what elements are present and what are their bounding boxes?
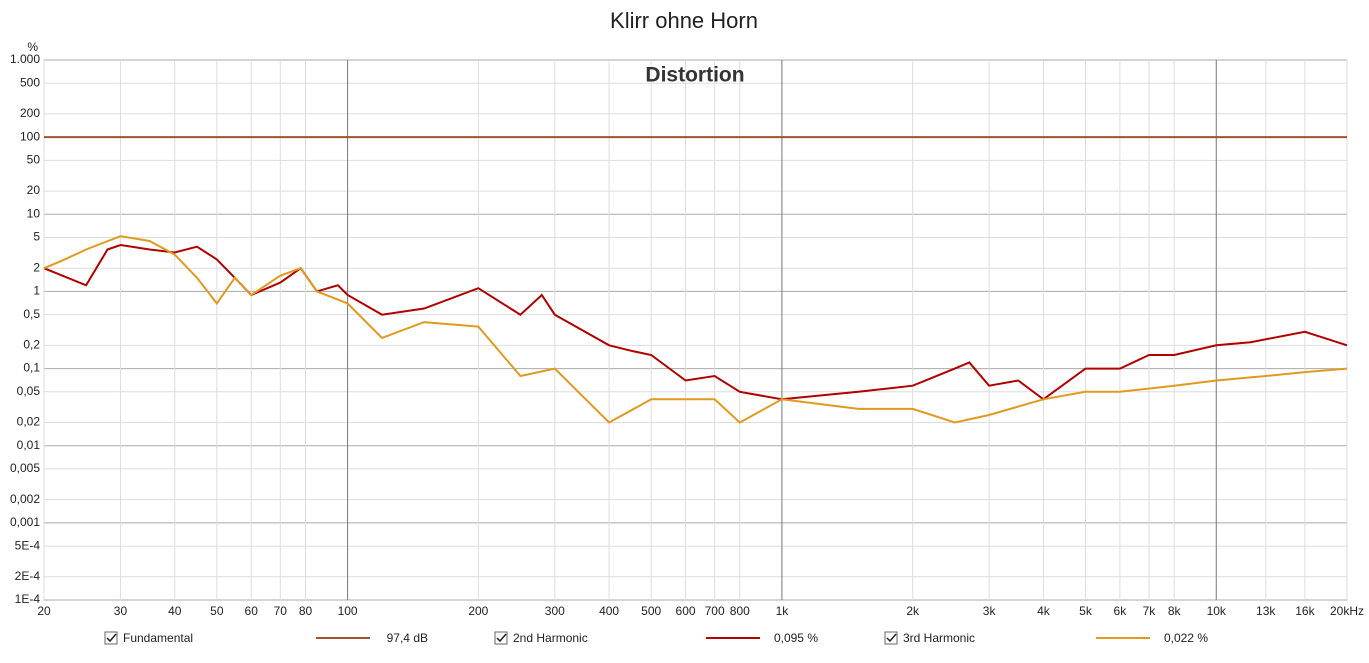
y-tick-label: 0,001	[10, 515, 40, 529]
check	[886, 633, 897, 643]
x-tick-label: 13k	[1256, 604, 1276, 618]
checkbox[interactable]	[494, 631, 508, 645]
series-line	[43, 235, 1348, 424]
y-tick-label: 2	[33, 260, 40, 274]
x-tick-label: 60	[245, 604, 259, 618]
x-tick-label: 100	[338, 604, 358, 618]
y-tick-label: 5E-4	[15, 538, 41, 552]
checkbox[interactable]	[884, 631, 898, 645]
check	[106, 633, 117, 643]
y-tick-label: 2E-4	[15, 569, 41, 583]
y-tick-label: 0,2	[23, 338, 40, 352]
y-tick-label: 500	[20, 75, 40, 89]
y-tick-label: 50	[27, 153, 41, 167]
x-tick-label: 70	[274, 604, 288, 618]
plot-area	[43, 59, 1348, 601]
x-tick-label: 8k	[1168, 604, 1182, 618]
x-tick-label: 20	[37, 604, 51, 618]
x-tick-label: 6k	[1114, 604, 1128, 618]
y-tick-label: 0,002	[10, 492, 40, 506]
y-tick-label: 5	[33, 230, 40, 244]
legend-label: Fundamental	[123, 631, 193, 645]
legend-readout: 0,022 %	[1164, 631, 1208, 645]
x-tick-label: 10k	[1207, 604, 1227, 618]
legend-label: 2nd Harmonic	[513, 631, 588, 645]
y-tick-label: 1	[33, 284, 40, 298]
x-tick-label: 600	[676, 604, 696, 618]
x-tick-label: 300	[545, 604, 565, 618]
x-tick-label: 16k	[1295, 604, 1315, 618]
y-tick-label: 0,1	[23, 361, 40, 375]
x-tick-label: 1k	[776, 604, 790, 618]
plot-title: Distortion	[645, 64, 744, 87]
y-tick-label: 0,01	[17, 438, 41, 452]
legend: Fundamental 97,4 dB 2nd Harmonic 0,095 % 3rd…	[104, 631, 1208, 645]
x-tick-label: 800	[730, 604, 750, 618]
series-line	[43, 243, 1348, 401]
x-tick-label: 80	[299, 604, 313, 618]
x-tick-label: 4k	[1037, 604, 1051, 618]
y-tick-label: 1.000	[10, 52, 40, 66]
legend-readout: 97,4 dB	[387, 631, 428, 645]
x-tick-label: 20kHz	[1330, 604, 1364, 618]
y-tick-label: 20	[27, 183, 41, 197]
legend-readout: 0,095 %	[774, 631, 818, 645]
x-tick-label: 700	[705, 604, 725, 618]
y-tick-label: 200	[20, 106, 40, 120]
y-tick-label: 0,5	[23, 307, 40, 321]
y-tick-label: 10	[27, 206, 41, 220]
y-unit: %	[27, 40, 38, 54]
x-tick-label: 50	[210, 604, 224, 618]
x-tick-label: 400	[599, 604, 619, 618]
y-tick-label: 100	[20, 129, 40, 143]
x-tick-label: 40	[168, 604, 182, 618]
x-tick-label: 5k	[1079, 604, 1093, 618]
y-tick-label: 0,02	[17, 415, 41, 429]
x-tick-label: 7k	[1143, 604, 1157, 618]
legend-label: 3rd Harmonic	[903, 631, 975, 645]
x-tick-label: 200	[468, 604, 488, 618]
y-tick-label: 0,005	[10, 461, 40, 475]
x-tick-label: 500	[641, 604, 661, 618]
check	[496, 633, 507, 643]
checkbox[interactable]	[104, 631, 118, 645]
x-tick-label: 30	[114, 604, 128, 618]
x-tick-label: 2k	[906, 604, 920, 618]
x-tick-label: 3k	[983, 604, 997, 618]
chart-title: Klirr ohne Horn	[610, 8, 758, 33]
y-tick-label: 0,05	[17, 384, 41, 398]
y-tick-label: 1E-4	[15, 592, 41, 606]
